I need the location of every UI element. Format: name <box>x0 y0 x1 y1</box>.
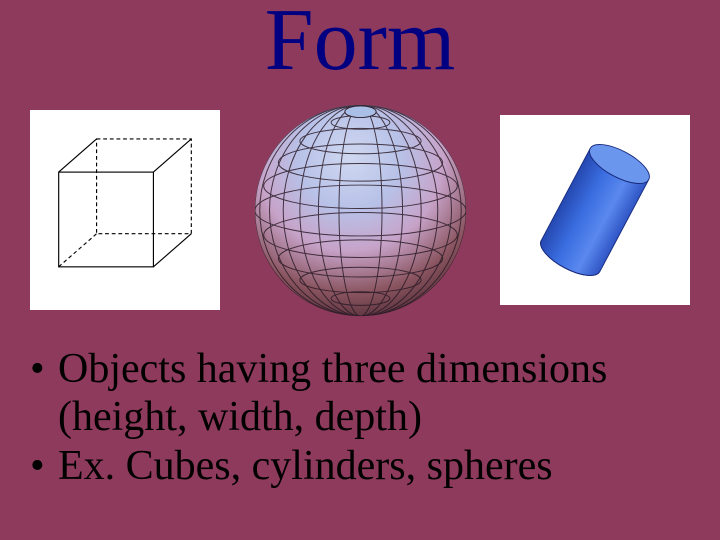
cube-icon <box>35 115 215 305</box>
cylinder-icon <box>505 120 685 300</box>
cylinder-panel <box>500 115 690 305</box>
bullet-text: Ex. Cubes, cylinders, spheres <box>58 442 553 490</box>
bullet-text: Objects having three dimensions (height,… <box>58 345 690 442</box>
bullet-dot: • <box>30 442 58 490</box>
sphere-panel <box>245 95 475 325</box>
image-row <box>30 95 690 325</box>
sphere-icon <box>248 98 473 323</box>
list-item: • Ex. Cubes, cylinders, spheres <box>30 442 690 490</box>
bullet-list: • Objects having three dimensions (heigh… <box>30 345 690 490</box>
slide-title: Form <box>0 0 720 91</box>
list-item: • Objects having three dimensions (heigh… <box>30 345 690 442</box>
bullet-dot: • <box>30 345 58 393</box>
cube-panel <box>30 110 220 310</box>
